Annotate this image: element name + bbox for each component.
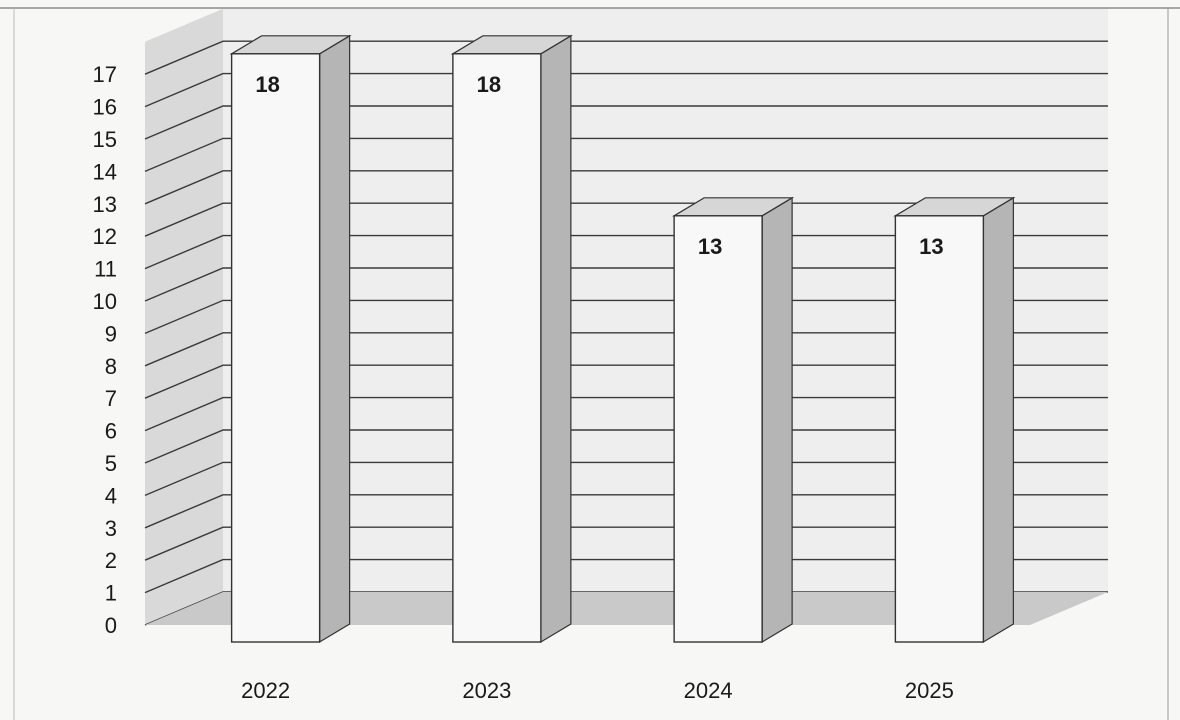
gridline xyxy=(144,72,1108,108)
bar-value-label: 18 xyxy=(255,72,279,97)
gridline xyxy=(144,461,1108,497)
bar xyxy=(893,196,1016,644)
y-tick-label: 0 xyxy=(105,613,117,638)
gridline xyxy=(144,429,1108,464)
y-tick-label: 10 xyxy=(93,289,117,314)
bar-front xyxy=(452,53,542,643)
y-tick-label: 9 xyxy=(105,321,117,346)
y-tick-label: 7 xyxy=(105,386,117,411)
y-tick-label: 2 xyxy=(105,548,117,573)
x-tick-label: 2023 xyxy=(462,678,511,703)
gridline xyxy=(144,364,1108,399)
bar-value-label: 13 xyxy=(698,234,722,259)
gridline xyxy=(144,494,1108,529)
x-tick-label: 2022 xyxy=(241,678,290,703)
bar-front xyxy=(230,53,321,643)
x-tick-label: 2024 xyxy=(684,678,733,703)
y-tick-label: 17 xyxy=(93,62,117,87)
y-tick-label: 6 xyxy=(105,419,117,444)
y-tick-label: 12 xyxy=(93,224,117,249)
gridline xyxy=(144,202,1108,237)
gridline xyxy=(144,137,1108,173)
y-tick-label: 15 xyxy=(93,127,117,152)
bar-front xyxy=(673,215,763,643)
gridline xyxy=(144,332,1108,367)
y-tick-label: 8 xyxy=(105,354,117,379)
gridline xyxy=(144,40,1108,75)
y-tick-label: 16 xyxy=(93,95,117,120)
x-tick-label: 2025 xyxy=(905,678,954,703)
y-tick-label: 1 xyxy=(105,581,117,606)
y-tick-label: 3 xyxy=(105,516,117,541)
gridline xyxy=(144,170,1108,205)
bar-side xyxy=(319,34,351,644)
y-tick-label: 4 xyxy=(105,483,117,508)
bar-side xyxy=(540,34,572,644)
bar xyxy=(450,34,574,644)
y-tick-label: 14 xyxy=(93,159,117,184)
gridline xyxy=(144,526,1108,561)
bar-value-label: 18 xyxy=(477,72,501,97)
bar xyxy=(229,34,352,644)
y-tick-label: 5 xyxy=(105,451,117,476)
y-tick-label: 13 xyxy=(93,192,117,217)
chart-floor xyxy=(145,592,1108,625)
bar xyxy=(671,196,795,644)
bar-side xyxy=(761,196,793,644)
gridline xyxy=(144,105,1108,140)
bar-value-label: 13 xyxy=(919,234,943,259)
bar-side xyxy=(982,196,1014,644)
gridline xyxy=(144,299,1108,335)
bar-front xyxy=(894,215,985,643)
gridline xyxy=(144,234,1108,270)
gridline xyxy=(144,396,1108,432)
y-tick-label: 11 xyxy=(94,257,117,282)
gridline xyxy=(144,267,1108,302)
gridline xyxy=(144,558,1108,594)
